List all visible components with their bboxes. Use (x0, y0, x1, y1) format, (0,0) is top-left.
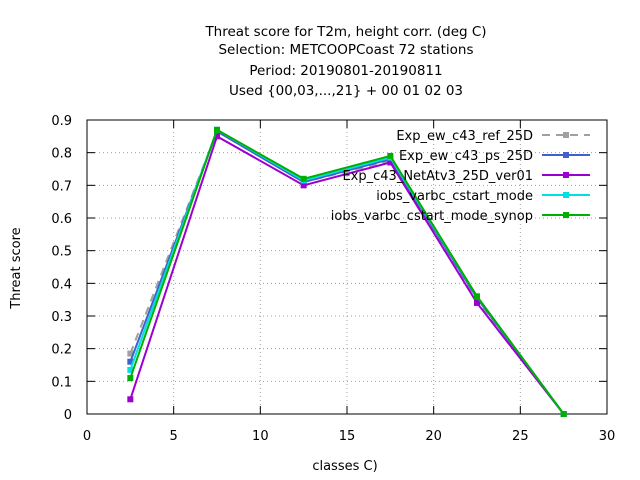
title-line-1: Threat score for T2m, height corr. (deg … (204, 24, 486, 40)
legend-label: iobs_varbc_cstart_mode (376, 189, 533, 204)
legend-marker (563, 152, 569, 158)
title-line-2: Selection: METCOOPCoast 72 stations (218, 42, 473, 58)
data-point (214, 133, 220, 140)
legend-entry: Exp_c43_NetAtv3_25D_ver01 (342, 169, 590, 184)
y-tick-label: 0.5 (51, 245, 72, 260)
x-tick-label: 30 (599, 429, 616, 444)
data-point (300, 175, 307, 182)
title-line-4: Used {00,03,...,21} + 00 01 02 03 (229, 83, 463, 99)
legend-label: iobs_varbc_cstart_mode_synop (331, 209, 533, 224)
series-5 (127, 126, 567, 417)
y-tick-label: 0.4 (51, 277, 72, 292)
x-tick-label: 5 (170, 429, 178, 444)
y-axis-label: Threat score (9, 227, 24, 309)
data-point (387, 159, 394, 166)
y-tick-label: 0.6 (51, 212, 72, 227)
legend-label: Exp_ew_c43_ref_25D (396, 129, 533, 144)
legend-label: Exp_c43_NetAtv3_25D_ver01 (342, 169, 533, 184)
x-tick-label: 20 (425, 429, 442, 444)
legend-marker (563, 172, 569, 178)
legend-marker (563, 132, 569, 138)
series-layer (127, 126, 567, 417)
data-point (127, 366, 134, 373)
y-tick-label: 0.2 (51, 343, 72, 358)
data-point (127, 350, 134, 357)
x-axis-label: classes C) (312, 459, 377, 474)
data-point (214, 126, 220, 133)
x-tick-label: 15 (339, 429, 356, 444)
y-tick-label: 0.7 (51, 179, 72, 194)
data-point (127, 375, 134, 382)
series-line (129, 128, 565, 415)
legend-label: Exp_ew_c43_ps_25D (399, 149, 533, 164)
legend-entry: iobs_varbc_cstart_mode (376, 189, 590, 204)
grid (87, 120, 607, 414)
x-tick-label: 0 (83, 429, 91, 444)
legend-marker (563, 212, 569, 218)
data-point (300, 182, 307, 189)
axis-ticks: 0 5 10 15 20 25 30 0 0.1 0.2 0.3 0.4 0.5 0.6 0.7 0.8 0.9 (51, 114, 615, 444)
legend: Exp_ew_c43_ref_25D Exp_ew_c43_ps_25D Exp_c… (331, 129, 590, 224)
data-point (127, 358, 134, 365)
data-point (387, 152, 394, 159)
title-line-3: Period: 20190801-20190811 (249, 63, 442, 79)
legend-entry: Exp_ew_c43_ref_25D (396, 129, 590, 144)
data-point (474, 293, 480, 300)
legend-entry: iobs_varbc_cstart_mode_synop (331, 209, 590, 224)
x-tick-label: 25 (512, 429, 529, 444)
series-line (129, 134, 565, 415)
y-tick-label: 0.1 (51, 375, 72, 390)
y-tick-label: 0 (64, 408, 72, 423)
legend-marker (563, 192, 569, 198)
data-point (560, 411, 567, 417)
y-tick-label: 0.8 (51, 147, 72, 162)
chart-title: Threat score for T2m, height corr. (deg … (204, 24, 486, 99)
legend-entry: Exp_ew_c43_ps_25D (399, 149, 590, 164)
y-tick-label: 0.9 (51, 114, 72, 129)
y-tick-label: 0.3 (51, 310, 72, 325)
data-point (474, 299, 480, 306)
x-tick-label: 10 (252, 429, 269, 444)
data-point (127, 396, 134, 403)
